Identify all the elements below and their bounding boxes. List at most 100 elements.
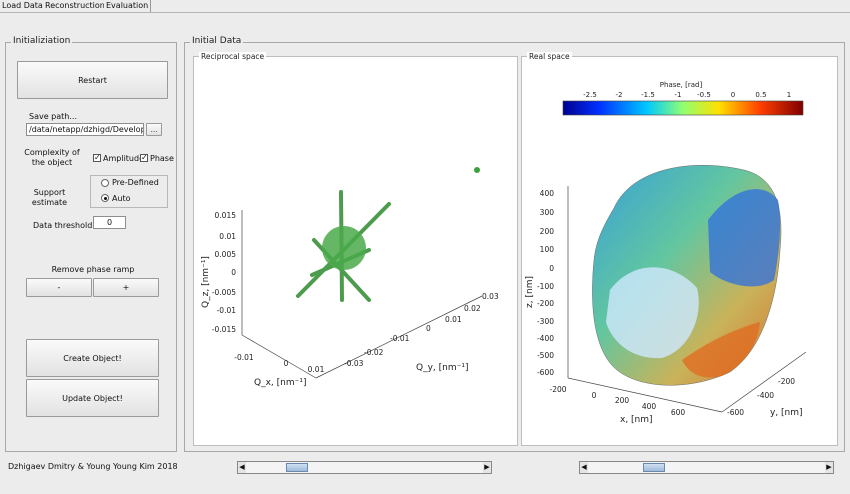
real-x-ticks: -200 0 200 400 600: [549, 385, 685, 417]
real-x-tick: -200: [549, 385, 566, 394]
real-z-ticks: 400 300 200 100 0 -100 -200 -300 -400 -5…: [537, 189, 554, 377]
real-slider-right-arrow[interactable]: ▶: [825, 462, 833, 473]
save-path-label: Save path...: [29, 112, 77, 121]
real-x-tick: 400: [642, 402, 657, 411]
colorbar-tick: 1: [787, 91, 791, 99]
real-slider-thumb[interactable]: [643, 463, 665, 472]
real-z-tick: -600: [537, 368, 554, 377]
initial-data-panel: Initial Data: [184, 36, 845, 452]
colorbar-tick: -1: [675, 91, 682, 99]
reciprocal-y-tick: -0.03: [344, 359, 364, 368]
real-slider[interactable]: ◀ ▶: [579, 461, 834, 474]
reciprocal-slider[interactable]: ◀ ▶: [237, 461, 492, 474]
real-z-tick: -200: [537, 299, 554, 308]
initial-data-panel-title: Initial Data: [190, 36, 244, 46]
reciprocal-x-tick: 0.01: [308, 365, 325, 374]
reciprocal-y-label: Q_y, [nm⁻¹]: [416, 363, 468, 373]
reciprocal-space-title: Reciprocal space: [199, 52, 267, 61]
reciprocal-z-tick: -0.015: [212, 325, 236, 334]
reciprocal-y-tick: -0.02: [364, 348, 384, 357]
reciprocal-z-tick: 0.005: [215, 250, 237, 259]
reciprocal-axis-x: [241, 334, 317, 379]
remove-phase-ramp-label: Remove phase ramp: [51, 265, 135, 274]
real-z-tick: 0: [549, 264, 554, 273]
colorbar-tick: -0.5: [697, 91, 711, 99]
create-object-button[interactable]: Create Object!: [26, 339, 159, 377]
support-label: Support estimate: [22, 188, 77, 208]
tab-baseline: [0, 12, 850, 13]
real-z-tick: -300: [537, 317, 554, 326]
complexity-label-line2: the object: [31, 158, 73, 167]
browse-button[interactable]: ...: [146, 123, 162, 136]
reciprocal-y-tick: 0: [426, 324, 431, 333]
colorbar: [562, 100, 804, 116]
predefined-radio[interactable]: [101, 179, 109, 187]
threshold-label: Data threshold: [33, 221, 93, 230]
real-z-tick: 300: [540, 208, 555, 217]
real-axis-y: [721, 351, 807, 413]
restart-button[interactable]: Restart: [17, 61, 168, 99]
real-x-tick: 0: [592, 391, 597, 400]
reciprocal-plot: 0.015 0.01 0.005 0 -0.005 -0.01 -0.015 Q…: [201, 127, 499, 388]
real-y-tick: -400: [757, 391, 774, 400]
auto-radio[interactable]: [101, 194, 109, 202]
initialization-panel: Initializiation: [5, 36, 177, 452]
reciprocal-x-label: Q_x, [nm⁻¹]: [254, 378, 306, 388]
real-z-tick: -400: [537, 334, 554, 343]
real-y-label: y, [nm]: [770, 408, 803, 418]
real-z-tick: -100: [537, 282, 554, 291]
phase-label: Phase: [150, 154, 174, 163]
reciprocal-z-tick: -0.01: [217, 306, 237, 315]
credit-label: Dzhigaev Dmitry & Young Young Kim 2018: [8, 462, 178, 471]
real-z-tick: -500: [537, 351, 554, 360]
reciprocal-x-ticks: -0.01 0 0.01: [234, 353, 324, 374]
real-x-label: x, [nm]: [620, 415, 653, 425]
threshold-field[interactable]: 0: [93, 216, 126, 229]
initialization-panel-title: Initializiation: [11, 36, 73, 46]
real-y-tick: -200: [778, 377, 795, 386]
real-y-ticks: -600 -400 -200: [727, 377, 795, 417]
real-z-tick: 400: [540, 189, 555, 198]
reciprocal-y-tick: 0.02: [464, 304, 481, 313]
colorbar-ticks: -2.5 -2 -1.5 -1 -0.5 0 0.5 1: [583, 91, 791, 99]
reciprocal-z-label: Q_z, [nm⁻¹]: [201, 256, 211, 308]
amplitude-checkbox[interactable]: ✓: [93, 153, 101, 162]
real-object-orange-face: [682, 322, 760, 378]
real-z-tick: 200: [540, 227, 555, 236]
tab-evaluation[interactable]: Evaluation: [104, 0, 152, 12]
reciprocal-axis-y: [315, 295, 483, 379]
tab-reconstruction[interactable]: Reconstruction: [43, 0, 108, 12]
ramp-minus-button[interactable]: -: [26, 278, 92, 297]
tab-load-data[interactable]: Load Data: [0, 0, 46, 12]
support-label-line1: Support: [33, 188, 66, 197]
reciprocal-y-tick: -0.01: [390, 334, 410, 343]
update-object-button[interactable]: Update Object!: [26, 379, 159, 417]
real-object-light-face: [606, 267, 699, 359]
phase-checkbox[interactable]: ✓: [140, 153, 148, 162]
reciprocal-slider-left-arrow[interactable]: ◀: [238, 462, 246, 473]
colorbar-tick: 0.5: [755, 91, 766, 99]
colorbar-tick: 0: [731, 91, 735, 99]
ramp-plus-button[interactable]: +: [93, 278, 159, 297]
reciprocal-z-tick: 0.01: [219, 232, 236, 241]
real-x-tick: 200: [615, 396, 630, 405]
reciprocal-y-tick: 0.03: [482, 292, 499, 301]
reciprocal-z-ticks: 0.015 0.01 0.005 0 -0.005 -0.01 -0.015: [212, 211, 236, 334]
amplitude-label: Amplitude: [103, 154, 144, 163]
reciprocal-z-tick: 0: [231, 268, 236, 277]
real-slider-left-arrow[interactable]: ◀: [580, 462, 588, 473]
real-axis-x: [567, 377, 723, 413]
save-path-field[interactable]: /data/netapp/dzhigd/Developmen: [26, 123, 144, 136]
colorbar-tick: -1.5: [641, 91, 655, 99]
reciprocal-z-tick: 0.015: [215, 211, 237, 220]
reciprocal-slider-thumb[interactable]: [286, 463, 308, 472]
reciprocal-x-tick: 0: [284, 359, 289, 368]
support-radio-group: [90, 175, 168, 208]
real-object-blue-face: [708, 189, 781, 287]
reciprocal-slider-right-arrow[interactable]: ▶: [483, 462, 491, 473]
predefined-label: Pre-Defined: [112, 178, 159, 187]
reciprocal-z-tick: -0.005: [212, 288, 236, 297]
real-space-title: Real space: [527, 52, 572, 61]
reciprocal-x-tick: -0.01: [234, 353, 254, 362]
complexity-label: Complexity of the object: [22, 148, 82, 168]
